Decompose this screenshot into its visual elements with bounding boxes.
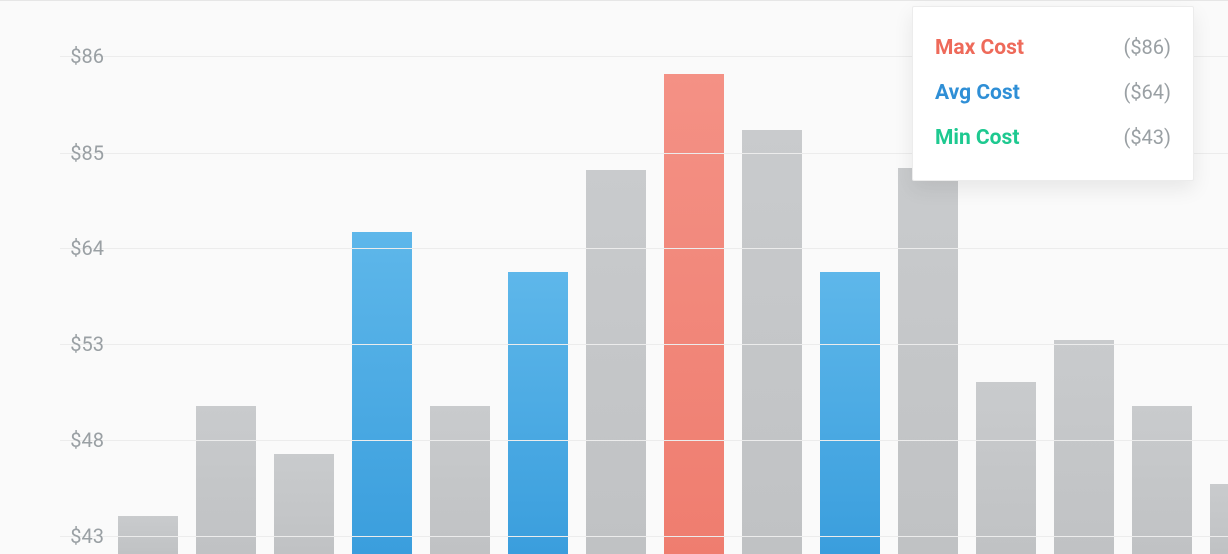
legend-box: Max Cost ($86) Avg Cost ($64) Min Cost (… [912,6,1194,181]
legend-row-max: Max Cost ($86) [935,25,1171,70]
bar-gray [586,170,646,554]
y-axis-label: $53 [70,332,104,356]
cost-bar-chart: $86 $85 $64 $53 $48 $43 Max Cost ($86) Avg Co… [0,0,1228,554]
bar-gray [976,382,1036,554]
bar-blue [820,272,880,554]
bar-gray [274,454,334,554]
bar-red [664,74,724,554]
y-axis-label: $64 [70,236,104,260]
bar-gray [430,406,490,554]
bar-blue [508,272,568,554]
legend-label-avg: Avg Cost [935,81,1020,105]
bar-gray [196,406,256,554]
legend-row-min: Min Cost ($43) [935,115,1171,160]
bar-blue [352,232,412,554]
y-axis-label: $86 [70,44,104,68]
gridline [60,248,1228,249]
gridline [60,440,1228,441]
bar-gray [1132,406,1192,554]
legend-value-min: ($43) [1123,125,1171,149]
legend-label-min: Min Cost [935,126,1019,150]
bar-gray [898,168,958,554]
legend-value-max: ($86) [1123,35,1171,59]
bar-gray [742,130,802,554]
bar-gray [118,516,178,554]
y-axis-label: $48 [70,428,104,452]
bar-gray [1054,340,1114,554]
y-axis-label: $85 [70,141,104,165]
legend-value-avg: ($64) [1123,80,1171,104]
legend-row-avg: Avg Cost ($64) [935,70,1171,115]
legend-label-max: Max Cost [935,36,1024,60]
y-axis-label: $43 [70,524,104,548]
gridline [60,344,1228,345]
bar-gray [1210,484,1228,554]
y-axis: $86 $85 $64 $53 $48 $43 [0,0,110,554]
gridline [60,536,1228,537]
